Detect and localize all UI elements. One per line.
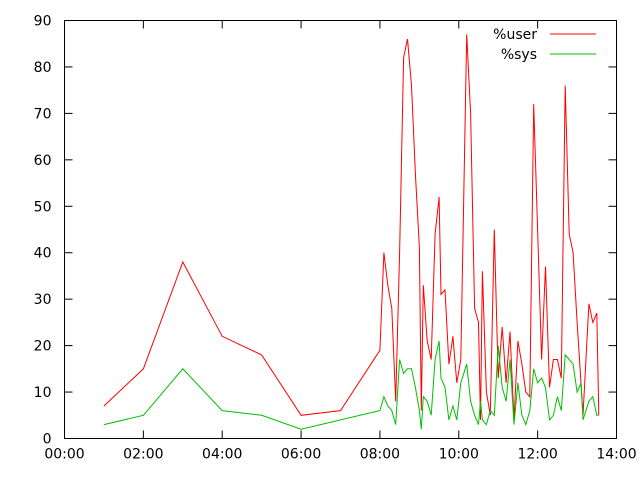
x-tick-label: 14:00: [596, 447, 636, 463]
y-tick-label: 30: [34, 292, 52, 308]
series-line-pct-sys: [103, 340, 599, 430]
y-tick-label: 90: [34, 14, 52, 30]
y-tick-label: 60: [34, 153, 52, 169]
y-tick-label: 50: [34, 199, 52, 215]
y-tick-label: 40: [34, 246, 52, 262]
x-tick-label: 02:00: [123, 447, 163, 463]
plot-frame: [64, 20, 617, 439]
y-tick-label: 80: [34, 60, 52, 76]
series-line-pct-user: [103, 34, 600, 420]
x-tick-label: 06:00: [281, 447, 321, 463]
y-tick-label: 10: [34, 385, 52, 401]
x-tick-label: 04:00: [202, 447, 242, 463]
x-axis: 00:00 02:00 04:00 06:00 08:00 10:00 12:00 14:00: [44, 20, 637, 463]
y-tick-label: 20: [34, 339, 52, 355]
x-tick-label: 12:00: [517, 447, 557, 463]
y-axis: 0 10 20 30 40 50 60 70 80 90: [34, 14, 617, 448]
x-tick-label: 00:00: [44, 447, 84, 463]
y-tick-label: 70: [34, 106, 52, 122]
x-tick-label: 08:00: [360, 447, 400, 463]
legend: %user %sys: [493, 27, 596, 63]
plot-series: [103, 34, 600, 430]
y-tick-label: 0: [43, 432, 52, 448]
legend-label: %user: [493, 27, 537, 43]
x-tick-label: 10:00: [439, 447, 479, 463]
legend-label: %sys: [501, 47, 537, 63]
